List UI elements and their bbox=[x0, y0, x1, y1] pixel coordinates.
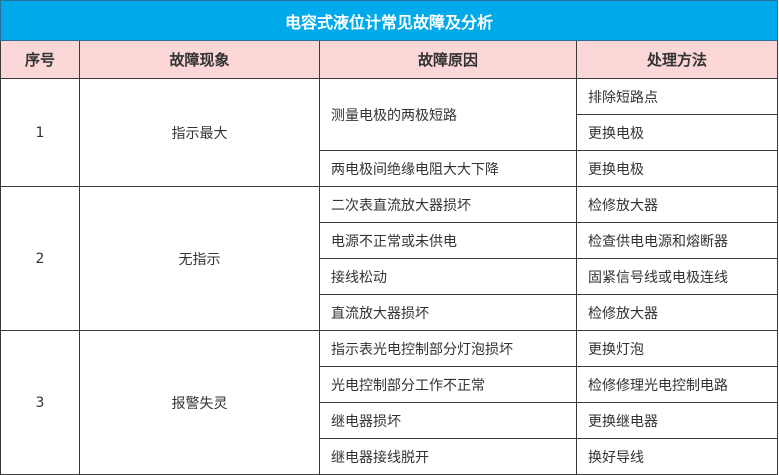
header-cause: 故障原因 bbox=[319, 40, 577, 79]
table-row: 两电极间绝缘电阻大大下降 更换电极 bbox=[1, 150, 779, 187]
cause-cell: 二次表直流放大器损坏 bbox=[319, 186, 577, 223]
row-number: 3 bbox=[0, 330, 80, 475]
cause-cell: 两电极间绝缘电阻大大下降 bbox=[319, 150, 577, 187]
table-row: 光电控制部分工作不正常 检修修理光电控制电路 bbox=[1, 366, 779, 403]
table-row: 3 报警失灵 指示表光电控制部分灯泡损坏 更换灯泡 bbox=[0, 330, 779, 475]
symptom-cell: 指示最大 bbox=[79, 78, 320, 187]
remedy-cell: 固紧信号线或电极连线 bbox=[575, 258, 779, 295]
cause-cell: 电源不正常或未供电 bbox=[319, 222, 577, 259]
table-title: 电容式液位计常见故障及分析 bbox=[0, 0, 779, 41]
remedy-cell: 更换电极 bbox=[575, 114, 779, 151]
remedy-cell: 更换灯泡 bbox=[575, 330, 779, 367]
symptom-cell: 报警失灵 bbox=[79, 330, 320, 475]
header-remedy: 处理方法 bbox=[575, 40, 779, 79]
remedy-cell: 更换继电器 bbox=[575, 402, 779, 439]
cause-cell: 指示表光电控制部分灯泡损坏 bbox=[319, 330, 577, 367]
cause-cell: 继电器损坏 bbox=[319, 402, 577, 439]
remedy-cell: 检修放大器 bbox=[575, 186, 779, 223]
symptom-cell: 无指示 bbox=[79, 186, 320, 331]
cause-cell: 继电器接线脱开 bbox=[319, 438, 577, 475]
remedy-cell: 更换电极 bbox=[575, 150, 779, 187]
cause-cell: 接线松动 bbox=[319, 258, 577, 295]
table-row: 2 无指示 二次表直流放大器损坏 检修放大器 bbox=[0, 186, 779, 331]
table-row: 电源不正常或未供电 检查供电电源和熔断器 bbox=[1, 222, 779, 259]
row-number: 1 bbox=[0, 78, 80, 187]
header-row: 序号 故障现象 故障原因 处理方法 bbox=[0, 40, 779, 79]
table-row: 1 指示最大 测量电极的两极短路 排除短路点 bbox=[0, 78, 779, 187]
remedy-cell: 检查供电电源和熔断器 bbox=[575, 222, 779, 259]
remedy-cell: 检修修理光电控制电路 bbox=[575, 366, 779, 403]
remedy-cell: 排除短路点 bbox=[575, 78, 779, 115]
cause-cell: 光电控制部分工作不正常 bbox=[319, 366, 577, 403]
row-number: 2 bbox=[0, 186, 80, 331]
header-symptom: 故障现象 bbox=[79, 40, 320, 79]
cause-cell: 测量电极的两极短路 bbox=[319, 78, 577, 151]
table-row: 直流放大器损坏 检修放大器 bbox=[1, 294, 779, 331]
remedy-cell: 检修放大器 bbox=[575, 294, 779, 331]
table-row: 继电器损坏 更换继电器 bbox=[1, 402, 779, 439]
cause-cell: 直流放大器损坏 bbox=[319, 294, 577, 331]
table-row: 更换电极 bbox=[1, 114, 779, 151]
remedy-cell: 换好导线 bbox=[575, 438, 779, 475]
table-row: 接线松动 固紧信号线或电极连线 bbox=[1, 258, 779, 295]
table-row: 继电器接线脱开 换好导线 bbox=[1, 438, 779, 475]
header-no: 序号 bbox=[0, 40, 80, 79]
